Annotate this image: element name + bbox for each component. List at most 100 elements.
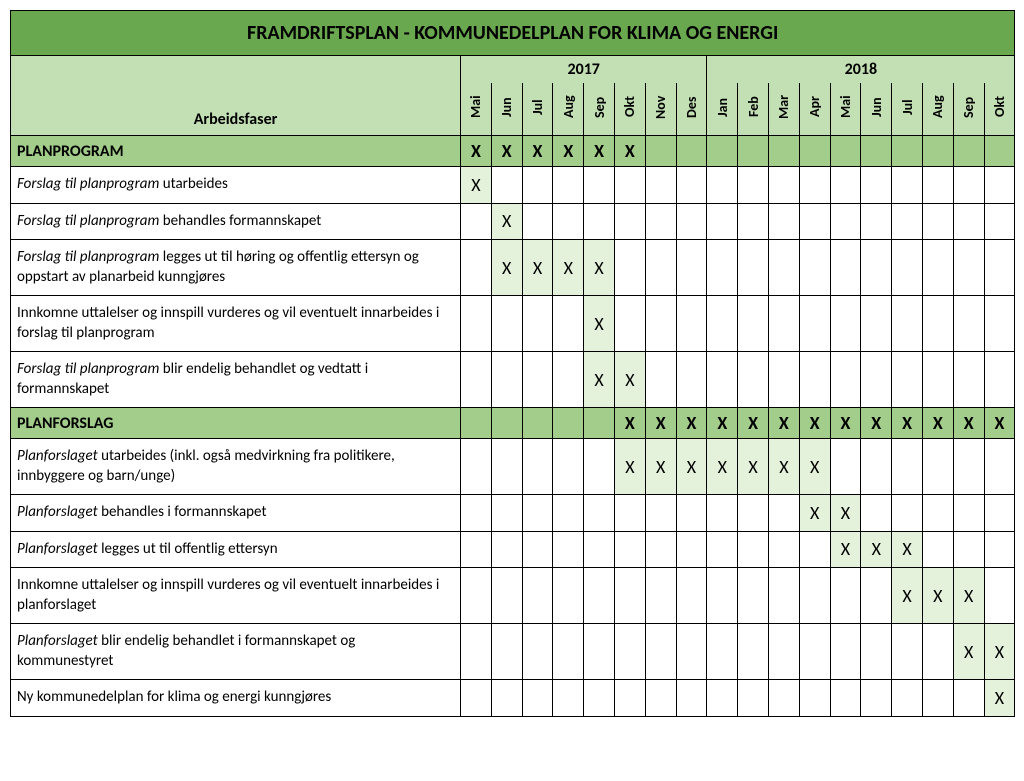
task-mark [738, 495, 769, 532]
task-mark [738, 680, 769, 717]
task-mark [768, 624, 799, 680]
task-italic-prefix: Forslag til planprogram [17, 360, 159, 378]
task-mark [830, 167, 861, 204]
task-mark [553, 568, 584, 624]
task-mark [892, 167, 923, 204]
title-cell: FRAMDRIFTSPLAN - KOMMUNEDELPLAN FOR KLIM… [11, 11, 1015, 56]
task-mark [491, 296, 522, 352]
task-mark [461, 203, 492, 240]
task-mark [861, 624, 892, 680]
task-mark [645, 624, 676, 680]
task-mark [676, 240, 707, 296]
task-italic-prefix: Forslag til planprogram [17, 248, 159, 266]
month-header-okt-17: Okt [984, 83, 1015, 136]
task-mark [861, 296, 892, 352]
section-mark: X [738, 408, 769, 439]
task-mark: X [984, 624, 1015, 680]
task-mark: X [830, 531, 861, 568]
task-mark [522, 624, 553, 680]
month-header-mai-12: Mai [830, 83, 861, 136]
section-mark [922, 136, 953, 167]
task-mark [799, 167, 830, 204]
task-mark [861, 680, 892, 717]
task-row: Forslag til planprogram legges ut til hø… [11, 240, 1015, 296]
task-mark [768, 296, 799, 352]
section-mark [522, 408, 553, 439]
task-mark [738, 624, 769, 680]
task-mark: X [892, 568, 923, 624]
task-mark [522, 352, 553, 408]
task-mark: X [676, 439, 707, 495]
task-mark [738, 167, 769, 204]
task-mark [707, 240, 738, 296]
task-mark [645, 240, 676, 296]
task-mark [522, 167, 553, 204]
task-mark [491, 439, 522, 495]
task-mark: X [491, 240, 522, 296]
task-mark [614, 296, 645, 352]
task-mark [892, 240, 923, 296]
task-mark [614, 203, 645, 240]
task-mark [614, 167, 645, 204]
month-header-jun-13: Jun [861, 83, 892, 136]
task-mark [922, 203, 953, 240]
task-mark [953, 296, 984, 352]
task-mark [984, 296, 1015, 352]
section-mark: X [614, 408, 645, 439]
task-row: Forslag til planprogram blir endelig beh… [11, 352, 1015, 408]
month-header-row: ArbeidsfaserMaiJunJulAugSepOktNovDesJanF… [11, 83, 1015, 136]
task-mark [614, 531, 645, 568]
task-mark [676, 531, 707, 568]
task-mark [799, 680, 830, 717]
task-mark [953, 439, 984, 495]
framdriftsplan-table: FRAMDRIFTSPLAN - KOMMUNEDELPLAN FOR KLIM… [10, 10, 1015, 717]
month-header-feb-9: Feb [738, 83, 769, 136]
task-mark [707, 167, 738, 204]
task-mark: X [953, 624, 984, 680]
task-mark [768, 203, 799, 240]
section-mark: X [676, 408, 707, 439]
task-mark [676, 352, 707, 408]
task-mark [707, 624, 738, 680]
section-mark: X [645, 408, 676, 439]
task-mark [707, 296, 738, 352]
task-mark [676, 568, 707, 624]
task-mark [922, 240, 953, 296]
section-mark [707, 136, 738, 167]
task-mark [953, 167, 984, 204]
section-mark: X [491, 136, 522, 167]
task-mark [645, 495, 676, 532]
month-header-mar-10: Mar [768, 83, 799, 136]
section-mark [892, 136, 923, 167]
task-mark [892, 624, 923, 680]
section-mark [799, 136, 830, 167]
year-2018: 2018 [707, 56, 1015, 84]
task-mark [522, 296, 553, 352]
task-label: Planforslaget legges ut til offentlig et… [11, 531, 461, 568]
task-mark [707, 680, 738, 717]
section-mark [461, 408, 492, 439]
task-mark [461, 680, 492, 717]
task-italic-prefix: Planforslaget [17, 447, 98, 465]
task-mark [892, 296, 923, 352]
task-mark [645, 203, 676, 240]
task-mark [553, 167, 584, 204]
task-row: Planforslaget blir endelig behandlet i f… [11, 624, 1015, 680]
task-italic-prefix: Planforslaget [17, 632, 98, 650]
task-row: Planforslaget utarbeides (inkl. også med… [11, 439, 1015, 495]
section-row: PLANFORSLAGXXXXXXXXXXXXX [11, 408, 1015, 439]
task-mark [984, 167, 1015, 204]
task-italic-prefix: Planforslaget [17, 503, 98, 521]
task-mark [830, 240, 861, 296]
task-mark [461, 439, 492, 495]
task-mark: X [922, 568, 953, 624]
task-mark [738, 240, 769, 296]
task-mark: X [861, 531, 892, 568]
task-mark [892, 352, 923, 408]
task-mark [614, 568, 645, 624]
task-mark [738, 531, 769, 568]
task-mark [768, 167, 799, 204]
task-mark: X [892, 531, 923, 568]
task-mark [522, 203, 553, 240]
task-mark [799, 352, 830, 408]
